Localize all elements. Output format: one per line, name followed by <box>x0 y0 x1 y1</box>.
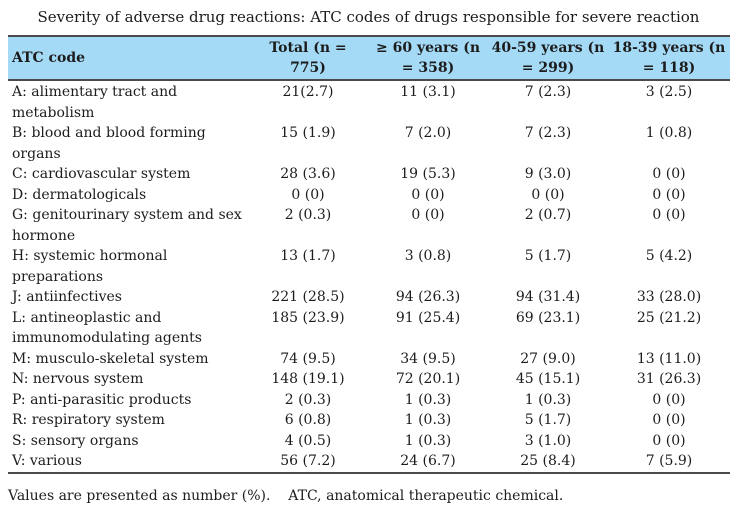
value-cell: 72 (20.1) <box>395 371 461 387</box>
value-cell: 21(2.7) <box>282 84 334 100</box>
table-row: L: antineoplastic and immunomodulating a… <box>8 308 730 349</box>
value-cell: 3 (0.8) <box>404 248 452 264</box>
adr-severity-table: ATC code Total (n = 775) ≥ 60 years (n = 3… <box>8 35 730 474</box>
value-cell: 94 (26.3) <box>395 289 461 305</box>
value-cell: 0 (0) <box>652 432 686 449</box>
value-cell: 25 (8.4) <box>520 453 576 469</box>
atc-code-cell: A: alimentary tract and metabolism <box>12 84 178 121</box>
table-row: P: anti-parasitic products 2 (0.3) 1 (0.3)… <box>8 390 730 411</box>
value-cell: 5 (4.2) <box>645 248 693 264</box>
value-cell: 27 (9.0) <box>520 350 576 367</box>
atc-code-cell: N: nervous system <box>12 371 144 387</box>
table-row: M: musculo-skeletal system 74 (9.5) 34 (9.… <box>8 349 730 370</box>
value-cell: 1 (0.3) <box>524 391 572 408</box>
table-row: C: cardiovascular system 28 (3.6) 19 (5.3)… <box>8 164 730 185</box>
table-row: N: nervous system 148 (19.1) 72 (20.1) 45 (… <box>8 369 730 390</box>
value-cell: 0 (0) <box>411 186 445 203</box>
atc-code-cell: S: sensory organs <box>12 432 139 449</box>
table-row: H: systemic hormonal preparations 13 (1.7… <box>8 246 730 287</box>
column-header: ATC code <box>12 50 86 66</box>
value-cell: 13 (11.0) <box>636 350 702 367</box>
value-cell: 2 (0.3) <box>284 207 332 223</box>
value-cell: 15 (1.9) <box>280 125 336 141</box>
table-body: A: alimentary tract and metabolism 21(2.7… <box>8 80 730 473</box>
table-row: S: sensory organs 4 (0.5) 1 (0.3) 3 (1.0) 0 … <box>8 431 730 452</box>
table-row: D: dermatologicals 0 (0) 0 (0) 0 (0) 0 (0) <box>8 185 730 206</box>
value-cell: 1 (0.8) <box>645 125 693 141</box>
value-cell: 3 (2.5) <box>645 84 693 100</box>
atc-code-cell: G: genitourinary system and sex hormone <box>12 207 242 244</box>
value-cell: 1 (0.3) <box>404 432 452 449</box>
value-cell: 3 (1.0) <box>524 432 572 449</box>
value-cell: 0 (0) <box>531 186 565 203</box>
value-cell: 7 (2.3) <box>524 125 572 141</box>
atc-code-cell: R: respiratory system <box>12 412 165 428</box>
value-cell: 31 (26.3) <box>636 371 702 387</box>
atc-code-cell: V: various <box>12 453 82 469</box>
value-cell: 74 (9.5) <box>280 350 336 367</box>
value-cell: 1 (0.3) <box>404 412 452 428</box>
value-cell: 0 (0) <box>652 207 686 223</box>
value-cell: 2 (0.7) <box>524 207 572 223</box>
column-header: ≥ 60 years (n = 358) <box>375 40 480 76</box>
value-cell: 13 (1.7) <box>280 248 336 264</box>
value-cell: 34 (9.5) <box>400 350 456 367</box>
value-cell: 221 (28.5) <box>271 289 345 305</box>
value-cell: 24 (6.7) <box>400 453 456 469</box>
value-cell: 1 (0.3) <box>404 391 452 408</box>
atc-code-cell: D: dermatologicals <box>12 186 147 203</box>
column-header: 40-59 years (n = 299) <box>491 40 605 76</box>
value-cell: 4 (0.5) <box>284 432 332 449</box>
value-cell: 6 (0.8) <box>284 412 332 428</box>
value-cell: 5 (1.7) <box>524 248 572 264</box>
table-row: V: various 56 (7.2) 24 (6.7) 25 (8.4) 7 (5.9… <box>8 451 730 473</box>
atc-code-cell: J: antiinfectives <box>12 289 122 305</box>
atc-code-cell: C: cardiovascular system <box>12 166 191 182</box>
value-cell: 56 (7.2) <box>280 453 336 469</box>
value-cell: 91 (25.4) <box>395 309 461 326</box>
atc-code-cell: M: musculo-skeletal system <box>12 350 209 367</box>
value-cell: 11 (3.1) <box>400 84 456 100</box>
table-row: B: blood and blood forming organs 15 (1.9… <box>8 123 730 164</box>
atc-code-cell: H: systemic hormonal preparations <box>12 248 168 285</box>
column-header: 18-39 years (n = 118) <box>612 40 726 76</box>
table-row: J: antiinfectives 221 (28.5) 94 (26.3) 94 (… <box>8 287 730 308</box>
value-cell: 0 (0) <box>291 186 325 203</box>
atc-code-cell: B: blood and blood forming organs <box>12 125 206 162</box>
table-row: G: genitourinary system and sex hormone 2… <box>8 205 730 246</box>
table-row: A: alimentary tract and metabolism 21(2.7… <box>8 80 730 123</box>
value-cell: 25 (21.2) <box>636 309 702 326</box>
table-title: Severity of adverse drug reactions: ATC … <box>37 8 700 26</box>
value-cell: 0 (0) <box>411 207 445 223</box>
header-row: ATC code Total (n = 775) ≥ 60 years (n = 3… <box>8 36 730 80</box>
value-cell: 0 (0) <box>652 391 686 408</box>
value-cell: 185 (23.9) <box>271 309 345 326</box>
atc-code-cell: L: antineoplastic and immunomodulating a… <box>12 309 202 347</box>
value-cell: 9 (3.0) <box>524 166 572 182</box>
value-cell: 7 (2.0) <box>404 125 452 141</box>
value-cell: 45 (15.1) <box>515 371 581 387</box>
value-cell: 94 (31.4) <box>515 289 581 305</box>
value-cell: 7 (5.9) <box>645 453 693 469</box>
value-cell: 19 (5.3) <box>400 166 456 182</box>
value-cell: 7 (2.3) <box>524 84 572 100</box>
value-cell: 0 (0) <box>652 412 686 428</box>
value-cell: 5 (1.7) <box>524 412 572 428</box>
value-cell: 28 (3.6) <box>280 166 336 182</box>
value-cell: 0 (0) <box>652 166 686 182</box>
value-cell: 33 (28.0) <box>636 289 702 305</box>
value-cell: 0 (0) <box>652 186 686 203</box>
value-cell: 69 (23.1) <box>515 309 581 326</box>
table-row: R: respiratory system 6 (0.8) 1 (0.3) 5 (1.… <box>8 410 730 431</box>
value-cell: 2 (0.3) <box>284 391 332 408</box>
column-header: Total (n = 775) <box>269 40 347 76</box>
atc-code-cell: P: anti-parasitic products <box>12 391 192 408</box>
value-cell: 148 (19.1) <box>271 371 345 387</box>
